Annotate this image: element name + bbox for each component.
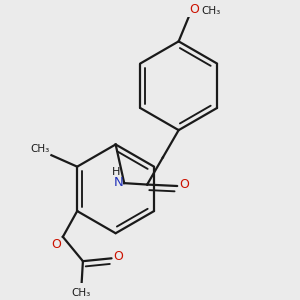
Text: O: O	[113, 250, 123, 263]
Text: O: O	[190, 3, 200, 16]
Text: O: O	[52, 238, 61, 251]
Text: O: O	[179, 178, 189, 191]
Text: N: N	[113, 176, 123, 189]
Text: CH₃: CH₃	[202, 6, 221, 16]
Text: CH₃: CH₃	[31, 144, 50, 154]
Text: H: H	[112, 167, 120, 177]
Text: CH₃: CH₃	[72, 288, 91, 298]
